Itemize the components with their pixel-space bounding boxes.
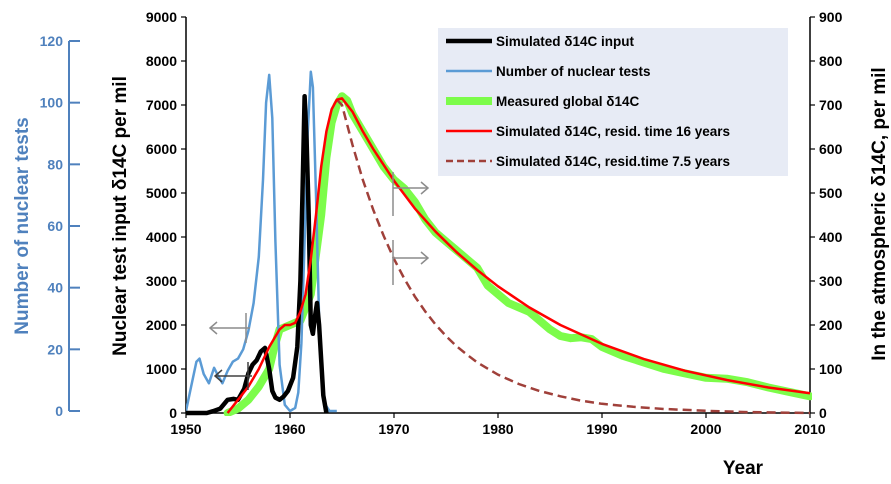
legend-item-input: Simulated δ14C input: [446, 34, 634, 49]
y-tests-ticks: 0 20 40 60 80 100 120: [40, 33, 80, 419]
legend-item-tests: Number of nuclear tests: [446, 64, 651, 79]
y-atmospheric-tick-label: 800: [819, 53, 843, 69]
y-atmospheric-tick-label: 0: [819, 405, 827, 421]
series-simulated-d14c-input: [186, 93, 329, 416]
x-tick-label: 2010: [794, 421, 825, 437]
legend-item-sim75: Simulated δ14C, resid.time 7.5 years: [446, 154, 730, 169]
y-input-tick-label: 0: [169, 405, 177, 421]
x-tick-label: 2000: [690, 421, 721, 437]
y-axis-atmospheric-title: In the atmospheric δ14C, per mil: [869, 67, 890, 360]
y-input-tick-label: 2000: [146, 317, 177, 333]
y-tests-tick-label: 0: [55, 403, 63, 419]
arrow-atm-right-2: [392, 240, 430, 285]
y-atmospheric-tick-label: 400: [819, 229, 843, 245]
y-atmospheric-tick-label: 100: [819, 361, 843, 377]
legend-item-measured: Measured global δ14C: [446, 94, 639, 109]
arrow-atm-right-1: [392, 172, 430, 216]
y-input-tick-label: 3000: [146, 273, 177, 289]
y-atmospheric-tick-label: 300: [819, 273, 843, 289]
legend: Simulated δ14C input Number of nuclear t…: [438, 28, 788, 176]
y-atmospheric-ticks: 0 100 200 300 400 500 600 700 800 900: [810, 9, 843, 421]
legend-label: Simulated δ14C input: [496, 34, 634, 49]
legend-box: [438, 28, 788, 176]
y-input-tick-label: 5000: [146, 185, 177, 201]
series-simulated-d14c-resid-7-5: [335, 98, 811, 415]
y-input-tick-label: 1000: [146, 361, 177, 377]
y-input-tick-label: 4000: [146, 229, 177, 245]
y-input-tick-label: 6000: [146, 141, 177, 157]
y-input-tick-label: 9000: [146, 9, 177, 25]
y-atmospheric-tick-label: 700: [819, 97, 843, 113]
series-simulated-d14c-resid-16: [226, 97, 811, 414]
y-tests-tick-label: 40: [47, 280, 63, 296]
legend-label: Simulated δ14C, resid. time 16 years: [496, 124, 730, 139]
legend-label: Number of nuclear tests: [496, 64, 651, 79]
x-tick-label: 1950: [170, 421, 201, 437]
x-tick-label: 1980: [482, 421, 513, 437]
y-axis-tests-title: Number of nuclear tests: [12, 117, 33, 335]
y-atmospheric-tick-label: 500: [819, 185, 843, 201]
y-atmospheric-tick-label: 900: [819, 9, 843, 25]
x-tick-label: 1960: [274, 421, 305, 437]
x-tick-label: 1990: [586, 421, 617, 437]
y-atmospheric-tick-label: 600: [819, 141, 843, 157]
arrow-input-left: [213, 362, 252, 390]
legend-item-sim16: Simulated δ14C, resid. time 16 years: [446, 124, 730, 139]
y-input-tick-label: 8000: [146, 53, 177, 69]
y-tests-tick-label: 100: [40, 95, 64, 111]
axis-reference-arrows: [208, 172, 430, 390]
legend-label: Simulated δ14C, resid.time 7.5 years: [496, 154, 730, 169]
y-tests-tick-label: 80: [47, 156, 63, 172]
y-input-tick-label: 7000: [146, 97, 177, 113]
legend-label: Measured global δ14C: [496, 94, 639, 109]
series-number-of-nuclear-tests: [186, 70, 337, 413]
y-tests-tick-label: 20: [47, 341, 63, 357]
y-tests-tick-label: 60: [47, 218, 63, 234]
y-atmospheric-tick-label: 200: [819, 317, 843, 333]
x-ticks: 1950 1960 1970 1980 1990 2000 2010: [170, 413, 826, 437]
x-axis-title: Year: [723, 458, 764, 479]
y-axis-input-title: Nuclear test input δ14C per mil: [110, 76, 131, 356]
arrow-tests-left: [208, 313, 250, 343]
y-input-ticks: 0 1000 2000 3000 4000 5000 6000 7000 8000 9000: [146, 9, 186, 421]
x-tick-label: 1970: [378, 421, 409, 437]
y-tests-tick-label: 120: [40, 33, 64, 49]
